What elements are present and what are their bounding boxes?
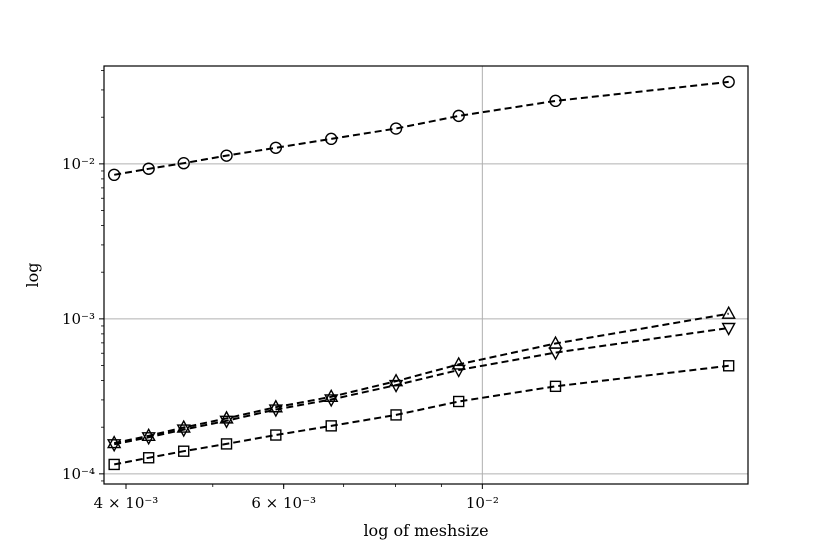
series-line — [114, 327, 729, 446]
data-point-triangle-down — [548, 347, 563, 361]
data-point-circle — [107, 168, 121, 182]
data-point-triangle-down — [106, 439, 122, 453]
data-point-triangle-down — [388, 379, 404, 394]
data-point-circle — [142, 162, 155, 175]
data-point-triangle-down — [451, 364, 466, 378]
data-point-circle — [549, 94, 562, 108]
data-point-circle — [269, 141, 283, 154]
series-line — [113, 312, 729, 445]
data-point-square — [390, 409, 402, 421]
ticks: 4 × 10⁻³ 6 × 10⁻³ 10⁻² 10⁻⁴ 10⁻³ 10⁻² — [62, 70, 499, 512]
x-tick-label: 10⁻² — [466, 494, 499, 512]
series-triangle-down — [106, 322, 736, 453]
data-point-triangle-up — [451, 356, 466, 370]
data-point-triangle-down — [324, 394, 339, 408]
data-point-square — [142, 452, 155, 464]
plot-frame — [103, 65, 749, 485]
data-point-square — [452, 395, 465, 408]
data-point-square — [270, 429, 282, 441]
x-axis-label: log of meshsize — [363, 521, 488, 540]
data-point-triangle-up — [176, 419, 191, 433]
data-point-triangle-down — [141, 432, 156, 446]
data-point-triangle-down — [176, 424, 191, 438]
x-tick-label: 6 × 10⁻³ — [251, 494, 316, 512]
data-point-circle — [389, 122, 403, 135]
data-point-square — [108, 458, 120, 471]
data-point-square — [325, 420, 337, 432]
data-point-square — [220, 438, 233, 450]
y-tick-label: 10⁻³ — [62, 310, 95, 328]
data-point-circle — [177, 156, 190, 170]
data-point-circle — [722, 75, 735, 89]
series-line — [114, 80, 729, 176]
x-tick-label: 4 × 10⁻³ — [94, 494, 159, 512]
data-point-triangle-down — [219, 415, 234, 429]
data-point-circle — [452, 109, 465, 123]
data-point-triangle-up — [324, 388, 339, 403]
data-point-triangle-down — [721, 322, 736, 336]
data-point-triangle-up — [106, 435, 122, 449]
y-tick-label: 10⁻⁴ — [62, 465, 95, 483]
data-point-square — [178, 445, 190, 457]
data-point-circle — [220, 149, 233, 162]
y-axis-label: log — [23, 263, 42, 288]
series-line — [114, 364, 729, 466]
data-point-triangle-up — [268, 399, 284, 413]
series-square — [108, 360, 735, 471]
data-point-square — [549, 380, 562, 393]
data-point-triangle-up — [721, 305, 736, 319]
data-point-triangle-up — [141, 427, 156, 441]
data-point-circle — [325, 132, 338, 146]
series-layer — [106, 75, 736, 471]
data-point-square — [722, 360, 735, 372]
grid — [104, 66, 748, 484]
y-tick-label: 10⁻² — [62, 155, 95, 173]
data-point-triangle-up — [219, 410, 234, 424]
series-circle — [107, 75, 735, 182]
data-point-triangle-down — [268, 404, 284, 418]
